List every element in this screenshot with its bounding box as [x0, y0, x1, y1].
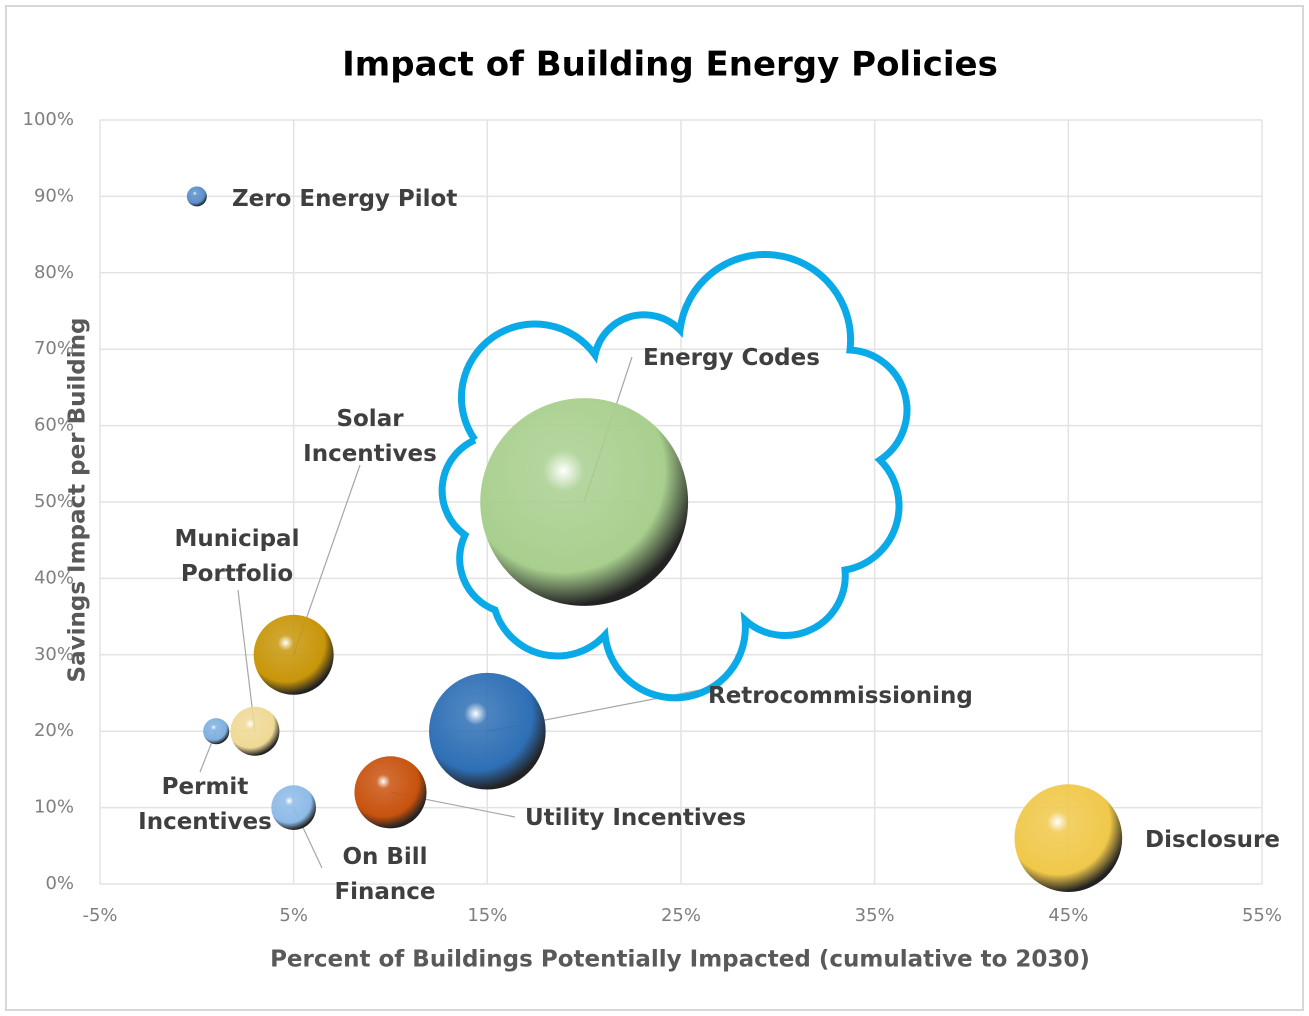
x-tick-label: -5%: [82, 905, 117, 926]
bubble: [1014, 784, 1122, 892]
y-tick-label: 30%: [34, 644, 74, 665]
x-tick-label: 25%: [661, 905, 701, 926]
y-tick-label: 80%: [34, 262, 74, 283]
x-tick-label: 45%: [1048, 905, 1088, 926]
x-tick-label: 5%: [279, 905, 308, 926]
bubble: [230, 707, 279, 756]
bubble-label: Utility Incentives: [525, 801, 825, 836]
bubble: [354, 756, 426, 828]
x-tick-label: 35%: [855, 905, 895, 926]
y-tick-label: 20%: [34, 720, 74, 741]
y-tick-label: 50%: [34, 491, 74, 512]
bubble-label: Solar Incentives: [290, 402, 450, 472]
bubble: [480, 398, 688, 606]
y-tick-label: 70%: [34, 338, 74, 359]
bubble-label: Permit Incentives: [125, 770, 285, 840]
bubble-label: Municipal Portfolio: [157, 522, 317, 592]
y-tick-label: 60%: [34, 415, 74, 436]
bubble: [203, 718, 229, 744]
x-axis-label: Percent of Buildings Potentially Impacte…: [270, 947, 1090, 973]
chart-page: Impact of Building Energy Policies Perce…: [0, 0, 1309, 1016]
x-tick-label: 55%: [1242, 905, 1282, 926]
bubble-label: On Bill Finance: [305, 840, 465, 910]
bubble: [429, 673, 546, 790]
bubble: [187, 186, 207, 206]
y-tick-label: 0%: [45, 873, 74, 894]
bubble: [254, 615, 334, 695]
y-tick-label: 10%: [34, 797, 74, 818]
chart-title: Impact of Building Energy Policies: [342, 45, 998, 85]
bubble-label: Retrocommissioning: [708, 679, 1028, 714]
y-tick-label: 100%: [23, 109, 74, 130]
y-tick-label: 90%: [34, 185, 74, 206]
x-tick-label: 15%: [467, 905, 507, 926]
y-tick-label: 40%: [34, 567, 74, 588]
bubble-label: Energy Codes: [643, 341, 903, 376]
bubble-label: Disclosure: [1145, 823, 1309, 858]
bubble-label: Zero Energy Pilot: [232, 182, 532, 217]
chart: Impact of Building Energy Policies Perce…: [0, 0, 1309, 1016]
